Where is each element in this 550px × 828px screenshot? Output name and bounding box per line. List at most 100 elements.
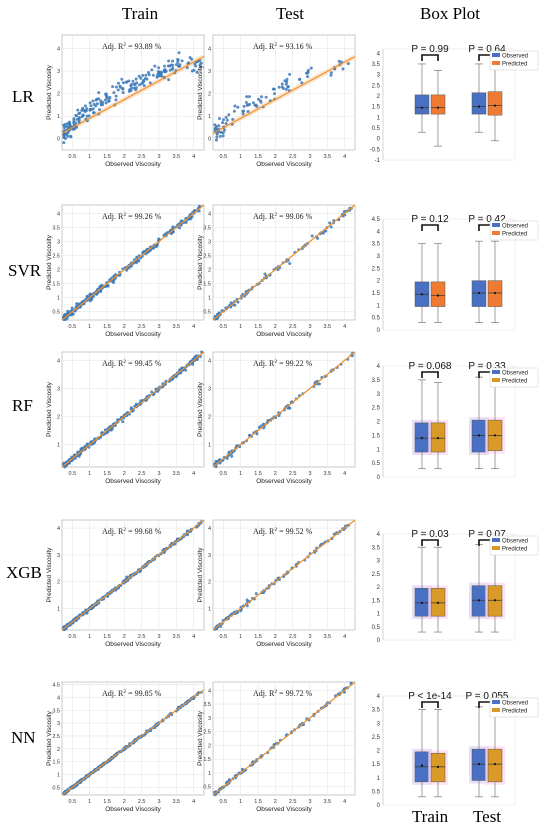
lr-train-data-point — [195, 70, 199, 74]
lr-train-data-point — [199, 65, 203, 69]
rf-train-xtick-label: 3 — [157, 471, 160, 477]
lr-train-data-point — [92, 102, 96, 106]
lr-train-data-point — [116, 88, 120, 92]
svr-train-ytick-label: 4 — [57, 211, 60, 217]
svr-train-ylabel: Predicted Viscosity — [46, 234, 53, 290]
lr-test-data-point — [217, 116, 221, 120]
lr-train-data-point — [171, 66, 175, 70]
lr-train-data-point — [80, 115, 84, 119]
rf-train-data-point — [191, 362, 195, 366]
lr-train-data-point — [62, 141, 66, 145]
lr-train-data-point — [141, 73, 145, 77]
rf-test-xtick-label: 0.5 — [220, 471, 228, 477]
lr-box-ytick-label: -0.5 — [370, 147, 381, 153]
lr-test-data-point — [241, 112, 245, 116]
lr-train-xlabel: Observed Viscosity — [105, 161, 161, 168]
lr-train-data-point — [159, 72, 163, 76]
lr-test-data-point — [298, 77, 302, 81]
xgb-train-fit-line — [61, 519, 205, 631]
rf-train-fit-line — [61, 351, 205, 468]
lr-legend-observed-label: Observed — [502, 54, 528, 60]
svr-observed-mean-marker — [477, 291, 481, 295]
svr-test-ylabel: Predicted Viscosity — [197, 234, 204, 290]
svr-box-ytick-label: 2 — [377, 279, 381, 285]
nn-train-xtick-label: 1 — [88, 799, 91, 805]
lr-test-data-point — [246, 109, 250, 113]
svr-train-ytick-label: 2.5 — [52, 253, 60, 259]
lr-train-data-point — [67, 120, 71, 124]
rf-train-xtick-label: 0.5 — [69, 471, 77, 477]
lr-train-data-point — [88, 101, 92, 105]
rf-test-xtick-label: 1.5 — [254, 471, 262, 477]
xgb-box-ytick-label: 4 — [377, 532, 381, 538]
lr-train-data-point — [148, 81, 152, 85]
rf-train-data-point — [85, 442, 89, 446]
nn-train-r2-annotation: Adj. R2 = 99.85 % — [102, 689, 162, 698]
rf-test-data-point — [214, 459, 218, 463]
lr-train-data-point — [116, 81, 120, 85]
lr-test-data-point — [300, 81, 304, 85]
xgb-legend — [489, 535, 539, 556]
xgb-legend-observed-label: Observed — [502, 539, 528, 545]
rf-test-data-point — [259, 424, 263, 428]
lr-train-data-point — [63, 137, 67, 141]
svr-p-value: P = 0.42 — [468, 214, 506, 225]
lr-train-data-point — [72, 117, 76, 121]
lr-test-data-point — [214, 138, 218, 142]
lr-train-data-point — [185, 66, 189, 70]
lr-train-data-point — [74, 121, 78, 125]
svr-test-data-point — [288, 261, 292, 265]
lr-train-data-point — [81, 108, 85, 112]
rf-test-data-point — [277, 414, 281, 418]
xgb-train-ytick-label: 4 — [57, 526, 60, 532]
rf-test-data-point — [230, 454, 234, 458]
lr-train-data-point — [91, 99, 95, 103]
xgb-observed-mean-marker — [477, 599, 481, 602]
lr-train-data-point — [104, 101, 108, 105]
svr-test-data-point — [329, 225, 333, 229]
lr-test-data-point — [329, 71, 333, 75]
lr-box-ytick-label: 4 — [377, 51, 381, 57]
rf-train-data-point — [134, 402, 138, 406]
svr-train-ytick-label: 0.5 — [52, 310, 60, 316]
lr-train-data-point — [146, 70, 150, 74]
lr-train-ylabel: Predicted Viscosity — [46, 64, 53, 120]
svr-test-xtick-label: 1 — [239, 324, 242, 330]
row-label-lr: LR — [12, 87, 34, 106]
rf-test-ytick-label: 2 — [208, 415, 211, 421]
lr-predicted-mean-marker — [493, 104, 497, 107]
lr-test-data-point — [280, 82, 284, 86]
nn-test-xtick-label: 3 — [308, 799, 311, 805]
svr-test-ytick-label: 3 — [208, 239, 211, 245]
svr-box-ytick-label: 2.5 — [372, 266, 381, 272]
svr-test-ytick-label: 1 — [208, 296, 211, 302]
lr-test-data-point — [218, 134, 222, 138]
rf-box-ytick-label: 4 — [377, 364, 381, 370]
rf-test-xtick-label: 2 — [274, 471, 277, 477]
xgb-train-xtick-label: 3 — [157, 634, 160, 640]
svr-train-xtick-label: 1.5 — [103, 324, 111, 330]
lr-train-data-point — [95, 102, 99, 106]
svr-test-xtick-label: 4 — [343, 324, 346, 330]
lr-train-data-point — [121, 81, 125, 85]
lr-train-data-point — [111, 85, 115, 89]
lr-train-xtick-label: 1 — [88, 154, 91, 160]
lr-train-data-point — [156, 72, 160, 76]
lr-train-data-point — [97, 97, 101, 101]
nn-train-ytick-label: 4 — [57, 695, 60, 701]
xgb-test-data-point — [254, 592, 258, 596]
nn-train-xtick-label: 3 — [157, 799, 160, 805]
nn-train-ylabel: Predicted Viscosity — [46, 710, 53, 766]
nn-test-xtick-label: 4 — [343, 799, 346, 805]
svr-train-data-point — [178, 226, 182, 230]
lr-test-data-point — [260, 95, 264, 99]
rf-train-xtick-label: 1.5 — [103, 471, 111, 477]
lr-train-xtick-label: 2 — [123, 154, 126, 160]
rf-test-xtick-label: 3 — [308, 471, 311, 477]
rf-test-data-point — [255, 432, 259, 436]
nn-train-ytick-label: 0.5 — [52, 785, 60, 791]
lr-test-data-point — [245, 95, 249, 99]
xgb-test-ytick-label: 3 — [208, 553, 211, 559]
lr-train-data-point — [105, 96, 109, 100]
lr-test-xlabel: Observed Viscosity — [256, 161, 312, 168]
